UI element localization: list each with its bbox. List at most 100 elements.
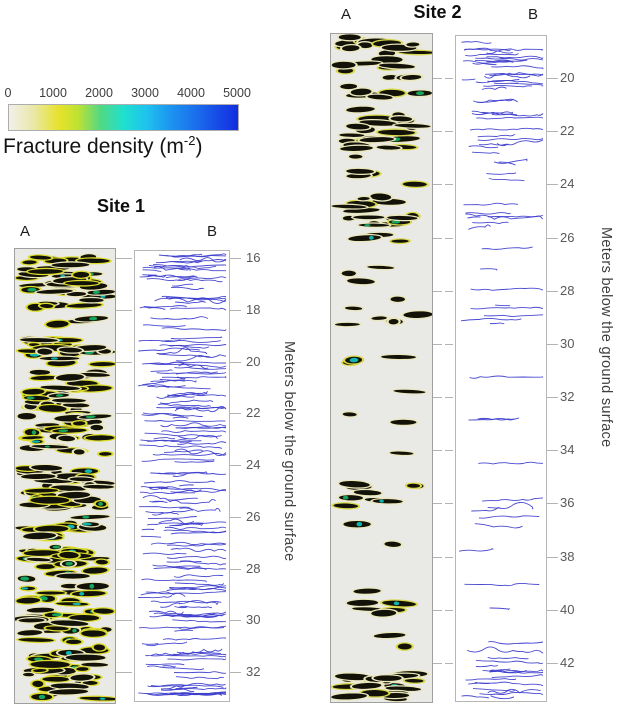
depth-tick <box>124 465 132 466</box>
depth-tick <box>124 413 132 414</box>
depth-tick <box>547 450 558 451</box>
depth-tick <box>547 184 558 185</box>
depth-tick-label: 26 <box>560 230 575 245</box>
depth-tick <box>445 184 453 185</box>
depth-tick <box>445 78 453 79</box>
depth-tick <box>433 131 442 132</box>
site1-title: Site 1 <box>96 196 146 216</box>
site2-panel-b-label: B <box>528 6 539 23</box>
depth-tick <box>433 663 442 664</box>
depth-tick <box>433 557 442 558</box>
depth-tick <box>547 344 558 345</box>
depth-tick <box>124 517 132 518</box>
depth-tick <box>116 465 125 466</box>
depth-tick-label: 28 <box>560 283 575 298</box>
site1-density-map-panel <box>14 248 116 704</box>
depth-tick <box>433 610 442 611</box>
depth-tick <box>445 238 453 239</box>
depth-tick-label: 22 <box>560 123 575 138</box>
colorbar-title: Fracture density (m-2) <box>3 133 203 158</box>
depth-tick <box>433 78 442 79</box>
colorbar-gradient-bar <box>8 104 239 131</box>
site2-panel-a-label: A <box>341 6 352 23</box>
depth-tick-label: 26 <box>246 509 261 524</box>
depth-tick <box>445 450 453 451</box>
depth-tick-label: 20 <box>246 354 261 369</box>
depth-tick <box>445 610 453 611</box>
depth-tick <box>445 557 453 558</box>
depth-tick <box>547 663 558 664</box>
depth-tick <box>230 310 241 311</box>
depth-tick-label: 24 <box>246 457 261 472</box>
depth-tick-label: 30 <box>560 336 575 351</box>
colorbar-tick-label: 3000 <box>131 86 159 100</box>
depth-tick-label: 42 <box>560 655 575 670</box>
depth-tick-label: 38 <box>560 549 575 564</box>
depth-tick <box>433 344 442 345</box>
depth-tick-label: 32 <box>560 389 575 404</box>
depth-tick <box>230 465 241 466</box>
depth-tick <box>433 238 442 239</box>
depth-tick <box>124 569 132 570</box>
site1-trace-map-panel <box>134 250 230 702</box>
depth-tick <box>124 258 132 259</box>
depth-tick <box>116 362 125 363</box>
depth-tick <box>547 131 558 132</box>
site2-title: Site 2 <box>413 2 462 22</box>
depth-tick <box>116 258 125 259</box>
depth-tick <box>116 672 125 673</box>
site2-trace-map-panel <box>455 35 547 702</box>
depth-tick <box>547 610 558 611</box>
site2-density-map-panel <box>330 33 433 703</box>
colorbar-tick-label: 2000 <box>85 86 113 100</box>
colorbar-tick-label: 1000 <box>39 86 67 100</box>
depth-tick-label: 22 <box>246 405 261 420</box>
depth-tick <box>445 397 453 398</box>
depth-tick <box>433 184 442 185</box>
depth-tick <box>547 78 558 79</box>
depth-tick <box>124 672 132 673</box>
depth-tick-label: 18 <box>246 302 261 317</box>
depth-tick <box>547 238 558 239</box>
depth-tick <box>547 503 558 504</box>
site1-depth-axis-label: Meters below the ground surface <box>281 341 297 562</box>
depth-tick <box>116 517 125 518</box>
depth-tick-label: 28 <box>246 561 261 576</box>
depth-tick <box>445 131 453 132</box>
depth-tick-label: 34 <box>560 442 575 457</box>
depth-tick <box>116 310 125 311</box>
depth-tick-label: 30 <box>246 612 261 627</box>
depth-tick <box>433 503 442 504</box>
depth-tick <box>433 397 442 398</box>
site1-panel-b-label: B <box>207 223 218 240</box>
site1-panel-a-label: A <box>20 223 31 240</box>
depth-tick <box>230 517 241 518</box>
depth-tick <box>124 362 132 363</box>
site2-depth-axis-label: Meters below the ground surface <box>598 227 614 448</box>
depth-tick <box>230 258 241 259</box>
depth-tick-label: 24 <box>560 176 575 191</box>
depth-tick-label: 32 <box>246 664 261 679</box>
colorbar-tick-label: 5000 <box>223 86 251 100</box>
depth-tick <box>230 362 241 363</box>
depth-tick <box>445 291 453 292</box>
depth-tick <box>116 620 125 621</box>
depth-tick <box>547 397 558 398</box>
depth-tick <box>433 450 442 451</box>
depth-tick <box>116 569 125 570</box>
depth-tick <box>433 291 442 292</box>
colorbar-tick-label: 4000 <box>177 86 205 100</box>
depth-tick-label: 36 <box>560 495 575 510</box>
depth-tick <box>547 291 558 292</box>
depth-tick <box>230 569 241 570</box>
depth-tick-label: 20 <box>560 70 575 85</box>
depth-tick <box>230 413 241 414</box>
colorbar-tick-label: 0 <box>4 86 12 100</box>
depth-tick-label: 16 <box>246 250 261 265</box>
depth-tick <box>116 413 125 414</box>
depth-tick-label: 40 <box>560 602 575 617</box>
depth-tick <box>230 620 241 621</box>
depth-tick <box>445 344 453 345</box>
depth-tick <box>445 503 453 504</box>
